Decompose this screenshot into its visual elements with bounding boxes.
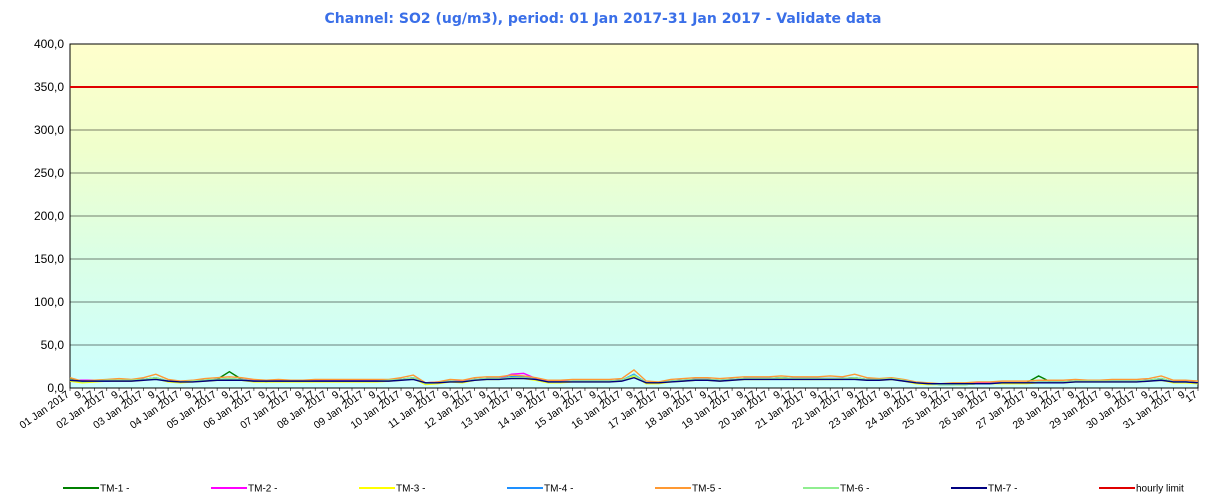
- x-tick-label: 9: [72, 389, 84, 402]
- y-tick-label: 0,0: [47, 381, 64, 395]
- x-tick-label: 17: [411, 389, 428, 406]
- x-tick-label: 9: [146, 389, 158, 402]
- x-tick-label: 9: [293, 389, 305, 402]
- x-tick-label: 9: [918, 389, 930, 402]
- x-tick-label: 9: [219, 389, 231, 402]
- x-tick-label: 9: [771, 389, 783, 402]
- series-line: [69, 369, 1199, 385]
- y-tick-label: 250,0: [34, 166, 64, 180]
- x-tick-label: 17: [815, 389, 832, 406]
- x-tick-label: 9: [1102, 389, 1114, 402]
- x-tick-label: 9: [256, 389, 268, 402]
- x-tick-label: 9: [992, 389, 1004, 402]
- x-tick-label: 17: [374, 389, 391, 406]
- chart-title: Channel: SO2 (ug/m3), period: 01 Jan 201…: [325, 11, 882, 27]
- x-tick-label: 9: [624, 389, 636, 402]
- x-tick-label: 9: [367, 389, 379, 402]
- x-tick-label: 9: [550, 389, 562, 402]
- x-tick-label: 17: [1183, 389, 1200, 406]
- y-tick-label: 400,0: [34, 37, 64, 51]
- x-tick-label: 17: [852, 389, 869, 406]
- legend-label: hourly limit: [1136, 484, 1184, 495]
- x-tick-label: 9: [183, 389, 195, 402]
- x-tick-label: 9: [109, 389, 121, 402]
- y-tick-label: 300,0: [34, 123, 64, 137]
- x-tick-label: 17: [779, 389, 796, 406]
- x-tick-label: 9: [330, 389, 342, 402]
- x-tick-label: 9: [514, 389, 526, 402]
- x-tick-label: 9: [698, 389, 710, 402]
- x-tick-label: 9: [1176, 389, 1188, 402]
- x-tick-label: 9: [1029, 389, 1041, 402]
- x-tick-label: 17: [448, 389, 465, 406]
- x-tick-label: 9: [403, 389, 415, 402]
- legend-label: TM-6 -: [840, 484, 869, 495]
- x-tick-label: 9: [955, 389, 967, 402]
- x-tick-label: 9: [440, 389, 452, 402]
- legend-label: TM-2 -: [248, 484, 277, 495]
- x-tick-label: 9: [845, 389, 857, 402]
- x-tick-label: 9: [661, 389, 673, 402]
- legend-label: TM-3 -: [396, 484, 425, 495]
- y-tick-label: 150,0: [34, 252, 64, 266]
- series-line: [69, 375, 1199, 386]
- x-tick-label: 9: [808, 389, 820, 402]
- y-tick-label: 100,0: [34, 295, 64, 309]
- legend-label: TM-4 -: [544, 484, 573, 495]
- y-tick-label: 200,0: [34, 209, 64, 223]
- x-tick-label: 9: [1139, 389, 1151, 402]
- x-tick-label: 9: [734, 389, 746, 402]
- x-tick-label: 9: [587, 389, 599, 402]
- legend-label: TM-1 -: [100, 484, 129, 495]
- legend-label: TM-7 -: [988, 484, 1017, 495]
- x-tick-label: 9: [1065, 389, 1077, 402]
- series-line: [69, 376, 1199, 385]
- y-tick-label: 350,0: [34, 80, 64, 94]
- x-tick-label: 9: [477, 389, 489, 402]
- legend-label: TM-5 -: [692, 484, 721, 495]
- y-tick-label: 50,0: [41, 338, 65, 352]
- x-tick-label: 9: [882, 389, 894, 402]
